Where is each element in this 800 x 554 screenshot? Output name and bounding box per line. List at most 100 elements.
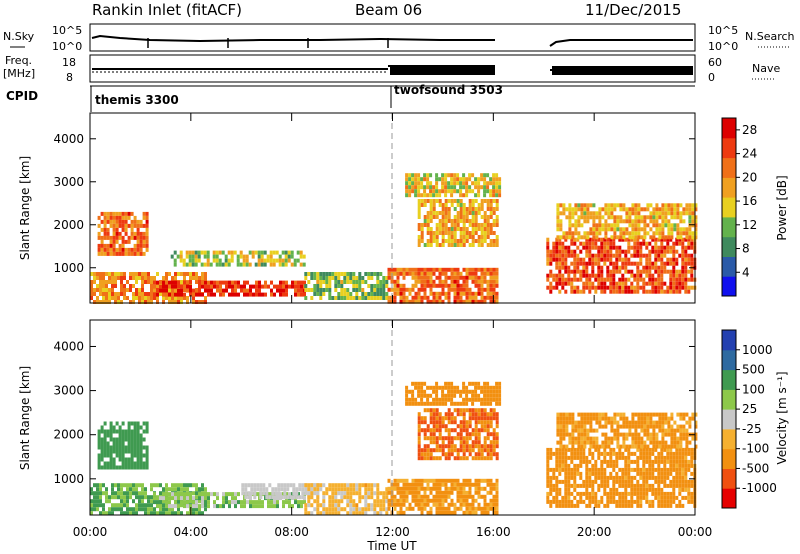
velocity-cell: [477, 502, 481, 507]
power-cell: [121, 247, 125, 252]
power-cell: [127, 251, 131, 256]
power-cell: [325, 288, 329, 292]
power-cell: [492, 231, 496, 235]
power-cell: [663, 269, 667, 274]
velocity-cell: [663, 447, 667, 452]
velocity-cell: [444, 397, 448, 402]
velocity-cell: [150, 483, 153, 488]
velocity-cell: [432, 408, 436, 413]
velocity-cell: [352, 483, 356, 488]
velocity-cell: [589, 436, 593, 441]
velocity-cell: [561, 499, 565, 504]
power-cell: [123, 288, 126, 292]
power-cell: [129, 300, 132, 304]
velocity-cell: [561, 455, 565, 460]
velocity-cell: [121, 465, 125, 470]
velocity-cell: [304, 491, 308, 496]
power-cell: [438, 279, 442, 284]
velocity-cell: [462, 420, 466, 425]
power-cell: [117, 292, 120, 296]
power-cell: [688, 215, 692, 220]
power-colorbar-segment: [722, 216, 736, 238]
velocity-cell: [601, 412, 605, 417]
velocity-cell: [667, 444, 671, 449]
power-cell: [459, 203, 463, 207]
velocity-cell: [447, 408, 451, 413]
power-cell: [606, 273, 610, 278]
velocity-cell: [678, 479, 682, 484]
velocity-ytick-label: 4000: [53, 339, 84, 353]
velocity-cell: [564, 479, 568, 484]
power-cell: [658, 215, 662, 220]
velocity-cell: [474, 490, 478, 495]
velocity-cell: [498, 385, 502, 390]
power-cell: [474, 185, 478, 190]
power-cell: [393, 291, 397, 296]
velocity-cell: [450, 385, 454, 390]
velocity-cell: [399, 490, 403, 495]
power-cell: [417, 193, 421, 198]
velocity-cell: [453, 506, 457, 511]
velocity-cell: [483, 408, 487, 413]
velocity-cell: [303, 500, 306, 505]
power-cell: [598, 215, 602, 220]
power-cell: [186, 284, 189, 289]
power-cell: [168, 292, 171, 297]
power-cell: [480, 207, 484, 211]
power-cell: [364, 280, 368, 284]
velocity-cell: [477, 478, 481, 483]
power-cell: [583, 219, 587, 224]
power-cell: [290, 262, 294, 267]
velocity-cell: [669, 483, 673, 488]
velocity-cell: [682, 428, 686, 433]
power-cell: [124, 215, 128, 220]
power-cell: [207, 288, 210, 293]
velocity-cell: [615, 451, 619, 456]
power-cell: [435, 181, 439, 186]
power-cell: [643, 231, 647, 236]
velocity-cell: [486, 393, 490, 398]
power-cell: [417, 199, 421, 203]
power-cell: [453, 215, 457, 219]
velocity-cell: [465, 408, 469, 413]
velocity-cell: [648, 459, 652, 464]
velocity-cell: [106, 465, 110, 470]
power-cell: [379, 280, 383, 284]
velocity-cell: [255, 504, 258, 509]
power-cell: [618, 253, 622, 258]
power-cell: [441, 279, 445, 284]
velocity-cell: [603, 459, 607, 464]
power-cell: [474, 219, 478, 223]
velocity-cell: [355, 491, 359, 496]
power-cell: [228, 284, 231, 289]
power-cell: [450, 227, 454, 231]
velocity-cell: [562, 416, 566, 421]
velocity-cell: [606, 483, 610, 488]
power-cell: [615, 253, 619, 258]
power-cell: [661, 231, 665, 236]
velocity-cell: [616, 436, 620, 441]
power-cell: [100, 211, 104, 216]
power-cell: [462, 215, 466, 219]
power-cell: [106, 247, 110, 252]
power-cell: [111, 272, 114, 276]
velocity-cell: [444, 381, 448, 386]
power-cell: [606, 249, 610, 254]
velocity-cell: [664, 420, 668, 425]
velocity-cell: [109, 421, 113, 426]
power-cell: [105, 296, 108, 300]
velocity-cell: [432, 428, 436, 433]
power-cell: [648, 249, 652, 254]
power-cell: [355, 276, 359, 280]
power-cell: [420, 299, 424, 304]
velocity-cell: [588, 479, 592, 484]
velocity-cell: [423, 506, 427, 511]
velocity-cell: [628, 432, 632, 437]
power-cell: [408, 271, 412, 276]
velocity-cell: [687, 451, 691, 456]
velocity-cell: [153, 492, 156, 497]
power-cell: [607, 203, 611, 208]
power-cell: [173, 258, 177, 263]
power-cell: [562, 211, 566, 216]
